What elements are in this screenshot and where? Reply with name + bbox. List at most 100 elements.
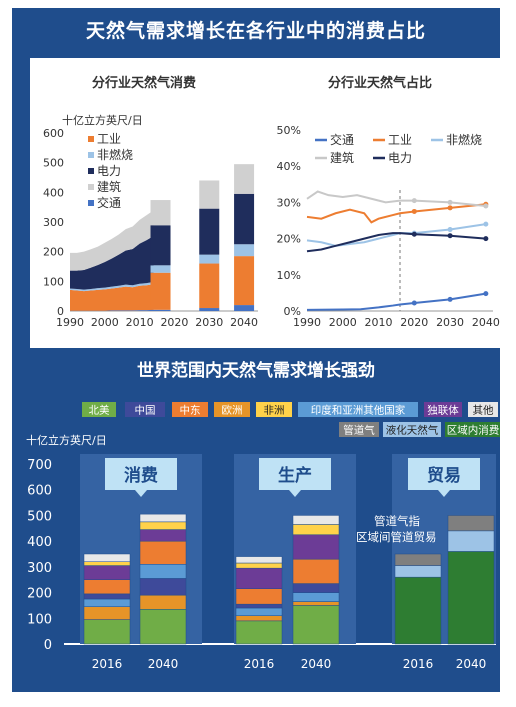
bar-segment — [447, 515, 495, 532]
x-tick-label: 2030 — [436, 316, 464, 329]
legend-chip — [468, 402, 498, 417]
y-axis-label: 十亿立方英尺/日 — [62, 113, 143, 127]
y-axis-label: 十亿立方英尺/日 — [26, 433, 107, 447]
infographic-panel: 天然气需求增长在各行业中的消费占比 分行业天然气消费 分行业天然气占比 十亿立方… — [12, 8, 500, 692]
bar-segment — [394, 565, 442, 578]
bar-segment — [292, 515, 340, 525]
bar-segment — [83, 565, 131, 580]
bar-segment — [235, 556, 283, 564]
projection-bar-segment — [199, 208, 220, 255]
bar-segment — [235, 620, 283, 645]
legend-chip — [82, 402, 116, 417]
bar-segment — [83, 606, 131, 620]
bar-segment — [139, 564, 187, 579]
area-item-4 — [70, 210, 154, 271]
y-tick-label: 50% — [277, 124, 301, 137]
legend-chip — [298, 402, 418, 417]
bar-segment — [235, 567, 283, 589]
line-point — [411, 300, 417, 306]
line-point — [447, 296, 453, 302]
y-tick-label: 400 — [27, 535, 52, 550]
legend-label: 印度和亚洲其他国家 — [311, 404, 406, 417]
group-label: 生产 — [278, 465, 312, 486]
line-item-2 — [306, 223, 486, 247]
legend-label: 中国 — [135, 404, 156, 417]
y-tick-label: 400 — [43, 186, 64, 199]
legend-label: 工业 — [97, 132, 121, 146]
bar-segment — [447, 551, 495, 645]
bar-segment — [139, 529, 187, 542]
line-point — [447, 205, 453, 211]
y-tick-label: 100 — [27, 612, 52, 627]
line-point — [447, 233, 453, 239]
group-label-box — [408, 458, 480, 490]
legend-label: 管道气 — [343, 424, 375, 437]
legend-label: 欧洲 — [222, 405, 243, 417]
projection-bar-segment — [150, 225, 171, 266]
projection-bar-segment — [150, 272, 171, 310]
share-line-chart: 0% 10% 20% 30% 40% 50% 1990 2000 2010 2020 2030 204… — [277, 124, 500, 329]
consumption-area-chart: 十亿立方英尺/日 0 100 200 300 400 500 600 1990 2000 2010 2… — [43, 113, 258, 329]
legend-chip — [424, 402, 462, 417]
legend-label: 非洲 — [264, 405, 285, 417]
legend-label: 液化天然气 — [386, 424, 439, 437]
bar-segment — [235, 562, 283, 569]
bar-segment — [83, 561, 131, 566]
bar-segment — [139, 578, 187, 596]
x-year-label: 2016 — [92, 657, 123, 671]
legend-label: 工业 — [388, 133, 412, 147]
main-title: 天然气需求增长在各行业中的消费占比 — [85, 20, 426, 42]
legend-label: 北美 — [89, 404, 110, 417]
line-point — [483, 236, 489, 242]
area-item-3 — [70, 235, 154, 290]
legend-label: 非燃烧 — [446, 132, 482, 147]
bar-segment — [83, 593, 131, 600]
x-year-label: 2016 — [403, 657, 434, 671]
y-tick-label: 0% — [284, 305, 301, 318]
legend-label: 非燃烧 — [97, 147, 133, 162]
bar-segment — [292, 524, 340, 535]
bar-segment — [139, 540, 187, 565]
legend-swatch — [88, 184, 94, 190]
line-item-4 — [306, 232, 486, 253]
projection-bar-segment — [234, 164, 255, 194]
x-tick-label: 1990 — [56, 316, 84, 329]
y-tick-label: 100 — [43, 275, 64, 288]
line-point — [483, 221, 489, 227]
legend-swatch — [88, 200, 94, 206]
legend-label: 区域内消费 — [447, 424, 500, 437]
bar-segment — [139, 513, 187, 523]
x-year-label: 2016 — [244, 657, 275, 671]
x-year-label: 2040 — [301, 657, 332, 671]
line-point — [447, 227, 453, 233]
bar-segment — [292, 534, 340, 560]
y-tick-label: 40% — [277, 160, 301, 173]
line-point — [483, 291, 489, 297]
area-item-1 — [70, 284, 154, 311]
annotation-line-1: 管道气指 — [374, 514, 420, 528]
group-label: 贸易 — [427, 465, 461, 486]
legend-label: 中东 — [180, 404, 201, 417]
projection-bar-segment — [234, 305, 255, 311]
area-item-2 — [70, 281, 154, 292]
bar-segment — [235, 588, 283, 605]
projection-bar-segment — [199, 254, 220, 264]
line-point — [483, 203, 489, 209]
group-label: 消费 — [124, 465, 158, 486]
line-item-1 — [306, 203, 486, 224]
x-tick-label: 1990 — [293, 316, 321, 329]
group-label-pointer — [289, 490, 301, 497]
group-label-box — [105, 458, 177, 490]
y-tick-label: 600 — [43, 127, 64, 140]
y-tick-label: 700 — [27, 458, 52, 473]
bar-segment — [235, 615, 283, 622]
y-tick-label: 200 — [27, 587, 52, 602]
bar-segment — [447, 530, 495, 552]
projection-bar-segment — [199, 308, 220, 311]
projection-bar-segment — [234, 256, 255, 306]
bar-segment — [139, 609, 187, 645]
y-tick-label: 600 — [27, 484, 52, 499]
y-tick-label: 10% — [277, 269, 301, 282]
line-point — [411, 231, 417, 237]
